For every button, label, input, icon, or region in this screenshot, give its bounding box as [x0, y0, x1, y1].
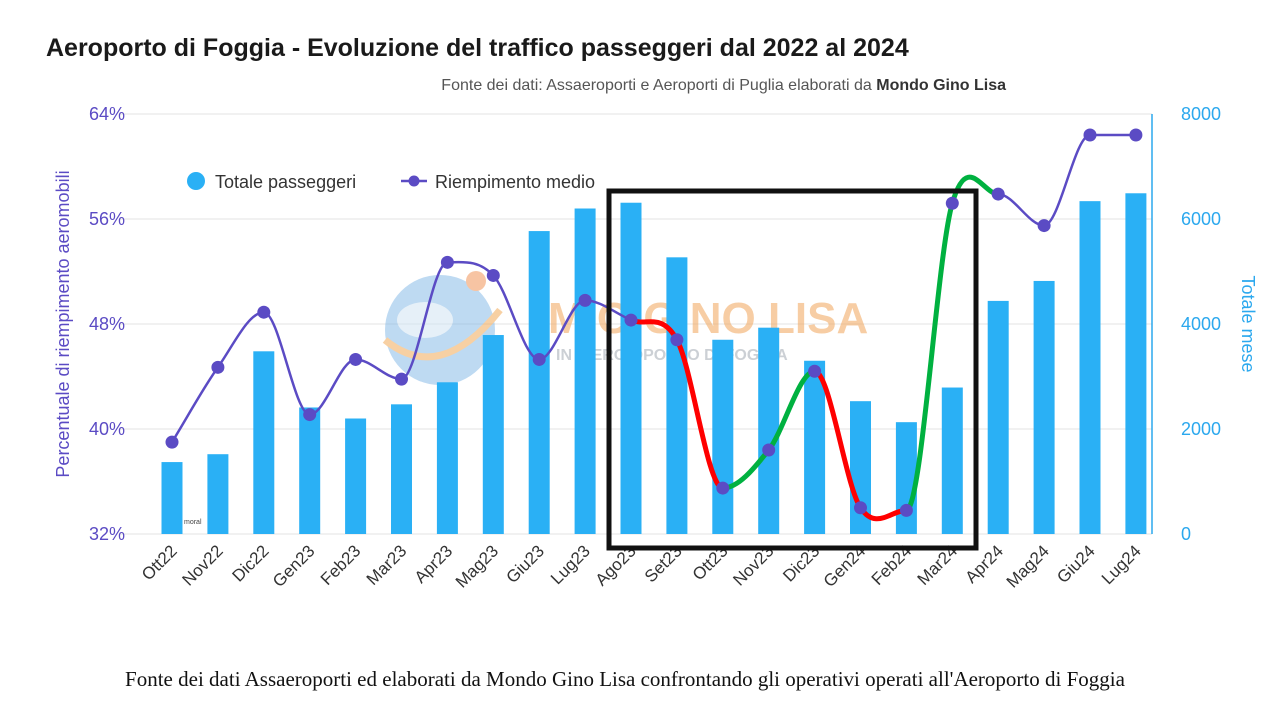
right-axis-tick-label: 0	[1181, 524, 1191, 544]
right-axis-tick-label: 4000	[1181, 314, 1221, 334]
chart-subtitle-prefix: Fonte dei dati: Assaeroporti e Aeroporti…	[441, 77, 876, 94]
bar	[758, 327, 780, 534]
legend[interactable]: Totale passeggeri Riempimento medio	[187, 172, 595, 192]
bar	[895, 422, 917, 534]
line-series	[165, 128, 1143, 522]
chart-subtitle-bold: Mondo Gino Lisa	[876, 77, 1006, 94]
bar	[391, 404, 412, 534]
line-point	[808, 364, 822, 378]
right-axis-tick-label: 8000	[1181, 104, 1221, 124]
bar	[1079, 201, 1101, 534]
x-axis-tick-label: Lug23	[547, 541, 594, 588]
legend-bar-marker	[187, 172, 205, 190]
x-axis-tick-label: Apr23	[411, 541, 457, 587]
line-point	[899, 503, 913, 517]
line-point	[578, 293, 592, 307]
legend-bar-label: Totale passeggeri	[215, 172, 356, 192]
line-point	[303, 408, 317, 422]
line-point	[211, 360, 225, 374]
bar	[987, 300, 1009, 534]
bar	[712, 339, 734, 534]
left-axis-tick-label: 48%	[89, 314, 125, 334]
watermark-tiny-text: moral	[184, 519, 202, 526]
watermark-big-text: M O GINO LISA	[548, 294, 868, 343]
line-point	[854, 501, 867, 515]
line-point	[395, 372, 408, 386]
line-point	[532, 352, 546, 366]
bar	[207, 454, 229, 534]
bar	[574, 208, 596, 534]
x-axis-tick-label: Giu24	[1053, 541, 1099, 587]
bar	[161, 462, 183, 534]
bar	[1125, 193, 1147, 534]
x-axis-tick-label: Gen23	[269, 541, 319, 591]
right-axis-title: Totale mese	[1238, 275, 1258, 372]
line-point	[716, 481, 730, 495]
bar	[253, 351, 275, 534]
bar	[299, 407, 321, 534]
line-point	[349, 352, 363, 366]
left-axis-title: Percentuale di riempimento aeromobili	[53, 170, 73, 477]
line-point	[670, 333, 684, 347]
right-axis-tick-label: 2000	[1181, 419, 1221, 439]
line-point	[991, 187, 1005, 201]
highlight-segment	[812, 368, 909, 522]
bar	[436, 382, 458, 534]
left-axis-tick-label: 56%	[89, 209, 125, 229]
right-axis-tick-label: 6000	[1181, 209, 1221, 229]
bar	[1033, 280, 1055, 534]
bar-series	[161, 193, 1147, 534]
x-axis-tick-label: Mar23	[363, 541, 411, 589]
left-axis-tick-label: 40%	[89, 419, 125, 439]
x-axis-tick-label: Mag23	[452, 541, 502, 591]
x-axis-tick-label: Nov22	[179, 541, 227, 589]
left-axis-tick-label: 64%	[89, 104, 125, 124]
x-axis-tick-label: Feb23	[317, 541, 365, 589]
watermark-logo	[382, 271, 503, 385]
line-point	[624, 313, 638, 327]
legend-line-label: Riempimento medio	[435, 172, 595, 192]
left-axis-tick-label: 32%	[89, 524, 125, 544]
line-point	[945, 196, 959, 210]
highlight-box	[606, 188, 979, 551]
bar	[528, 231, 550, 534]
chart-subtitle: Fonte dei dati: Assaeroporti e Aeroporti…	[441, 77, 1006, 94]
legend-line-marker-dot	[408, 175, 420, 187]
bar	[345, 418, 367, 534]
line-point	[762, 443, 776, 457]
line-point	[1037, 219, 1051, 233]
highlight-segment	[903, 174, 1001, 513]
watermark-swoosh	[382, 307, 503, 361]
x-axis-tick-label: Giu23	[503, 541, 549, 587]
line-point	[1083, 128, 1097, 142]
bar	[666, 257, 688, 534]
bar	[620, 202, 642, 534]
bar	[482, 335, 504, 534]
x-axis-tick-label: Lug24	[1098, 541, 1145, 588]
caption: Fonte dei dati Assaeroporti ed elaborati…	[125, 667, 1125, 691]
line-point	[440, 255, 454, 269]
line-point	[486, 268, 500, 282]
bar	[804, 360, 826, 534]
highlight-segment	[628, 317, 726, 491]
x-axis-tick-label: Mag24	[1003, 541, 1053, 591]
x-axis-tick-label: Ott22	[138, 541, 181, 584]
bar	[941, 387, 963, 534]
chart-title: Aeroporto di Foggia - Evoluzione del tra…	[46, 34, 909, 62]
line-point	[257, 305, 271, 319]
line-point	[165, 435, 179, 449]
line-point	[1129, 128, 1143, 142]
x-axis-tick-label: Dic22	[228, 541, 272, 585]
watermark-pin	[466, 271, 486, 291]
